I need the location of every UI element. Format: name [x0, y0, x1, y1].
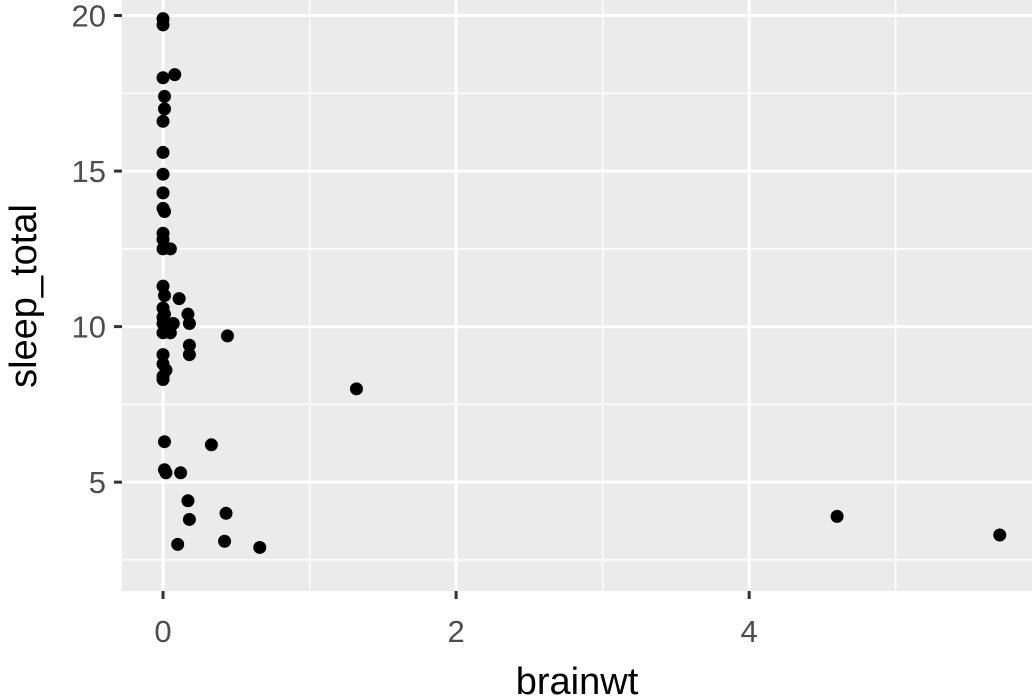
- data-point: [174, 466, 188, 480]
- data-point: [830, 509, 844, 523]
- data-point: [349, 382, 363, 396]
- data-point: [156, 18, 170, 32]
- data-point: [156, 316, 170, 330]
- data-point: [157, 435, 171, 449]
- data-point: [253, 540, 267, 554]
- data-point: [156, 114, 170, 128]
- y-tick-label: 5: [89, 465, 106, 500]
- data-point: [219, 506, 233, 520]
- x-axis-title: brainwt: [516, 661, 639, 698]
- data-point: [993, 528, 1007, 542]
- data-point: [182, 348, 196, 362]
- y-axis-title: sleep_total: [3, 204, 45, 388]
- data-point: [157, 289, 171, 302]
- data-point: [204, 438, 218, 452]
- x-tick-label: 0: [154, 614, 171, 649]
- plot-panel: [122, 0, 1032, 591]
- data-point: [163, 326, 177, 340]
- data-point: [156, 233, 170, 247]
- data-point: [163, 242, 177, 256]
- data-point: [156, 71, 170, 85]
- data-point: [182, 316, 196, 330]
- y-axis: 5 10 15 20: [72, 0, 122, 500]
- data-point: [156, 186, 170, 200]
- data-point: [182, 338, 196, 352]
- data-point: [156, 348, 170, 362]
- data-point: [156, 372, 170, 386]
- data-point: [159, 466, 173, 480]
- x-axis: 0 2 4: [154, 591, 758, 649]
- data-point: [156, 145, 170, 159]
- data-point: [156, 167, 170, 181]
- data-points: [156, 12, 1007, 554]
- data-point: [157, 89, 171, 103]
- data-point: [157, 102, 171, 116]
- data-point: [157, 205, 171, 219]
- data-point: [172, 292, 186, 306]
- x-tick-label: 2: [447, 614, 464, 649]
- data-point: [171, 537, 185, 551]
- x-tick-label: 4: [741, 614, 758, 649]
- data-point: [218, 534, 232, 548]
- y-tick-label: 20: [72, 0, 106, 34]
- data-point: [182, 512, 196, 526]
- data-point: [168, 68, 182, 82]
- data-point: [221, 329, 235, 343]
- y-tick-label: 10: [72, 310, 106, 345]
- y-tick-label: 15: [72, 154, 106, 189]
- data-point: [181, 494, 195, 508]
- minor-gridlines: [122, 0, 1032, 591]
